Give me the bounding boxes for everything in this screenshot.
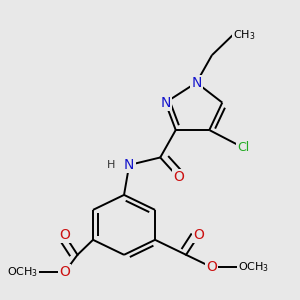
Text: N: N [160,96,171,110]
Text: H: H [106,160,115,170]
Text: OCH$_3$: OCH$_3$ [8,266,39,279]
Text: O: O [59,265,70,279]
Text: O: O [59,228,70,242]
Text: O: O [173,170,184,184]
Text: Cl: Cl [237,141,249,154]
Text: N: N [124,158,134,172]
Text: O: O [206,260,218,274]
Text: N: N [191,76,202,90]
Text: O: O [194,228,204,242]
Text: CH$_3$: CH$_3$ [232,28,255,42]
Text: OCH$_3$: OCH$_3$ [238,260,269,274]
